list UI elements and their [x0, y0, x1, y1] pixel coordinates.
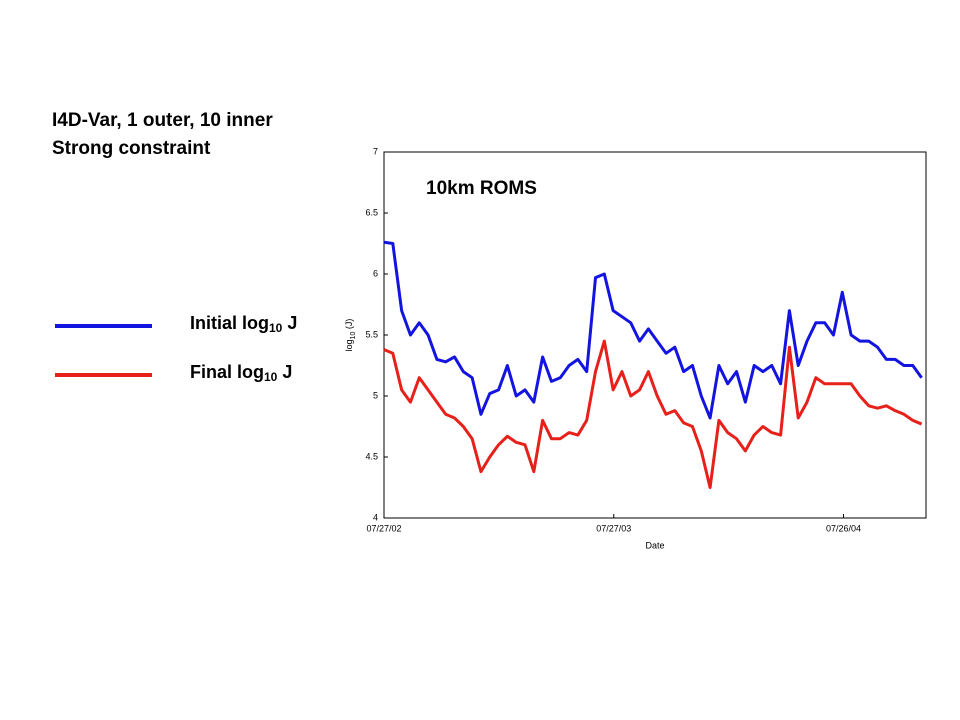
y-tick-label: 4.5 [365, 451, 378, 461]
legend-sub: 10 [264, 370, 278, 384]
legend-sub: 10 [269, 321, 283, 335]
y-tick-label: 7 [373, 146, 378, 156]
legend-part: J [277, 362, 292, 382]
legend-label: Initial log10 J [190, 313, 297, 335]
plot-frame [383, 151, 927, 519]
series-line [383, 339, 923, 489]
legend-part: Final log [190, 362, 264, 382]
x-tick-label: 07/27/02 [366, 523, 401, 533]
x-tick-label: 07/26/04 [826, 523, 861, 533]
legend-part: J [282, 313, 297, 333]
y-tick-label: 5 [373, 390, 378, 400]
x-tick-label: 07/27/03 [596, 523, 631, 533]
heading-line: I4D-Var, 1 outer, 10 inner [52, 110, 273, 131]
y-tick-label: 6.5 [365, 207, 378, 217]
y-label-sub: 10 [350, 331, 357, 339]
series-line [383, 240, 923, 420]
y-tick-label: 5.5 [365, 329, 378, 339]
y-tick-label: 4 [373, 512, 378, 522]
heading-line: Strong constraint [52, 138, 211, 159]
y-tick-label: 6 [373, 268, 378, 278]
x-axis-label: Date [645, 540, 664, 550]
legend-label: Final log10 J [190, 362, 292, 384]
y-label-part: (J) [344, 319, 354, 332]
legend-part: Initial log [190, 313, 269, 333]
y-label-part: log [344, 339, 354, 351]
annotation: 10km ROMS [426, 178, 537, 199]
y-axis-label: log10 (J) [344, 319, 356, 352]
